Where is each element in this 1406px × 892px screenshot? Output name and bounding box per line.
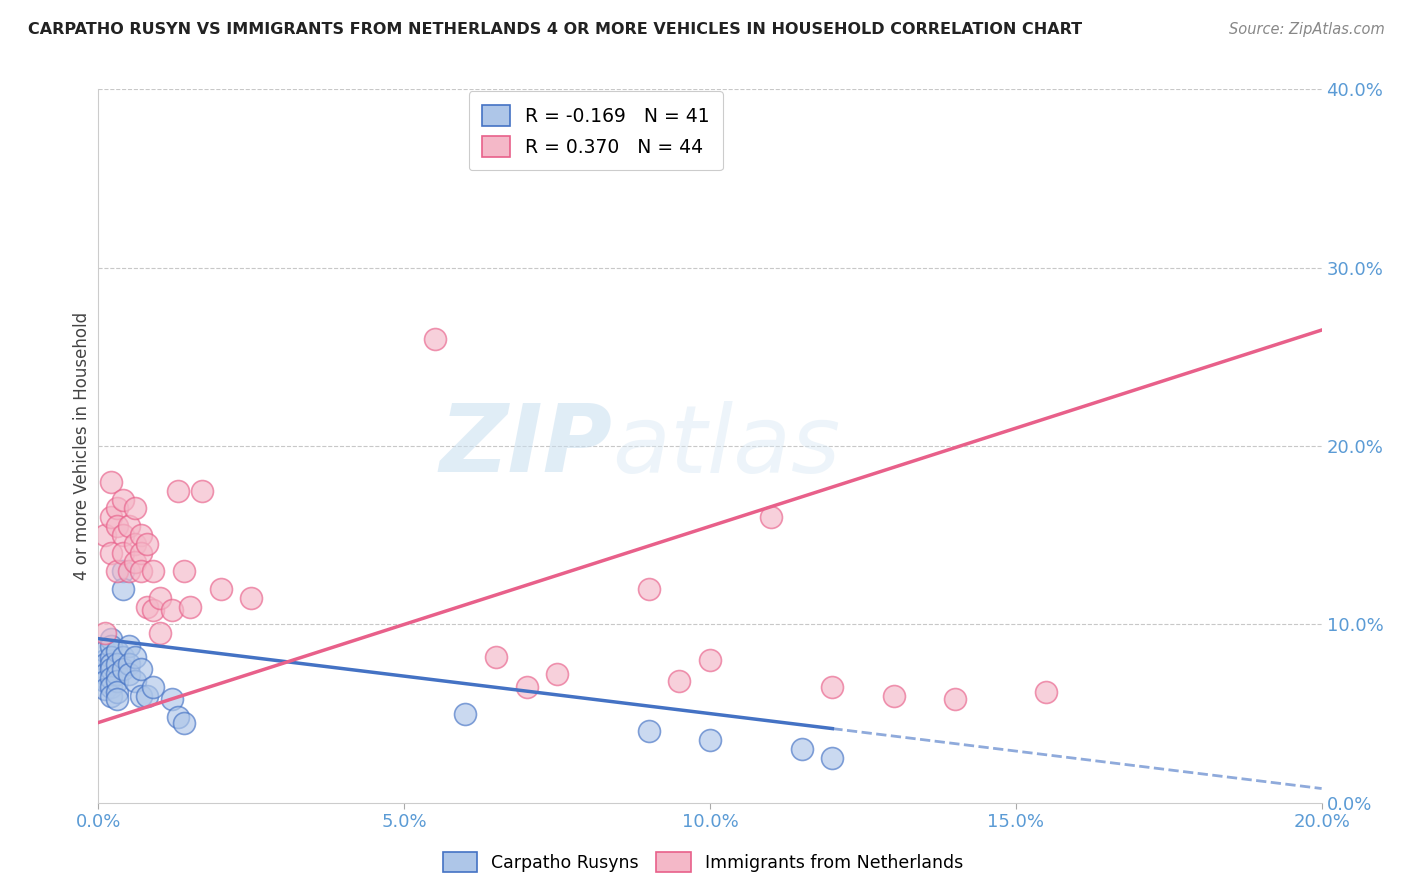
Point (111, 662, 134, 676)
Point (129, 528, 152, 542)
Point (105, 644, 128, 658)
Point (821, 751, 844, 765)
Point (93, 667, 115, 681)
Point (93, 657, 115, 671)
Text: Source: ZipAtlas.com: Source: ZipAtlas.com (1229, 22, 1385, 37)
Text: atlas: atlas (612, 401, 841, 491)
Point (105, 564, 128, 578)
Point (209, 582, 232, 596)
Point (790, 742, 813, 756)
Point (129, 564, 152, 578)
Point (93, 674, 115, 689)
Point (129, 689, 152, 703)
Point (105, 519, 128, 533)
Point (100, 649, 122, 664)
Point (105, 667, 128, 681)
Point (100, 657, 122, 671)
Point (124, 537, 146, 551)
Point (637, 724, 661, 739)
Point (142, 680, 165, 694)
Point (883, 689, 905, 703)
Point (124, 674, 146, 689)
Point (111, 546, 134, 560)
Point (111, 564, 134, 578)
Point (93, 653, 115, 667)
Point (105, 692, 128, 706)
Point (454, 706, 477, 721)
Y-axis label: 4 or more Vehicles in Household: 4 or more Vehicles in Household (73, 312, 91, 580)
Point (93, 681, 115, 696)
Point (191, 483, 214, 498)
Point (93, 644, 115, 658)
Point (546, 667, 568, 681)
Point (118, 519, 141, 533)
Point (142, 603, 165, 617)
Point (136, 537, 159, 551)
Point (100, 639, 122, 653)
Point (485, 649, 508, 664)
Point (136, 689, 159, 703)
Point (699, 653, 721, 667)
Text: CARPATHO RUSYN VS IMMIGRANTS FROM NETHERLANDS 4 OR MORE VEHICLES IN HOUSEHOLD CO: CARPATHO RUSYN VS IMMIGRANTS FROM NETHER… (28, 22, 1083, 37)
Point (93, 626, 115, 640)
Point (118, 657, 141, 671)
Point (167, 483, 190, 498)
Point (637, 582, 661, 596)
Point (100, 680, 122, 694)
Legend: R = -0.169   N = 41, R = 0.370   N = 44: R = -0.169 N = 41, R = 0.370 N = 44 (468, 92, 723, 170)
Point (129, 546, 152, 560)
Point (118, 564, 141, 578)
Point (423, 332, 446, 346)
Point (1035, 685, 1057, 699)
Point (105, 501, 128, 516)
Point (173, 715, 195, 730)
Point (100, 475, 122, 489)
Point (105, 657, 128, 671)
Point (111, 528, 134, 542)
Point (759, 510, 782, 524)
Point (118, 639, 141, 653)
Point (129, 662, 152, 676)
Point (136, 599, 159, 614)
Point (111, 492, 134, 507)
Point (240, 591, 263, 605)
Point (142, 564, 165, 578)
Text: ZIP: ZIP (439, 400, 612, 492)
Legend: Carpatho Rusyns, Immigrants from Netherlands: Carpatho Rusyns, Immigrants from Netherl… (436, 845, 970, 879)
Point (118, 667, 141, 681)
Point (124, 649, 146, 664)
Point (100, 546, 122, 560)
Point (160, 692, 183, 706)
Point (149, 591, 172, 605)
Point (167, 710, 190, 724)
Point (160, 603, 183, 617)
Point (516, 680, 538, 694)
Point (821, 680, 844, 694)
Point (149, 626, 172, 640)
Point (93, 528, 115, 542)
Point (699, 733, 721, 747)
Point (668, 674, 690, 689)
Point (100, 510, 122, 524)
Point (100, 662, 122, 676)
Point (173, 564, 195, 578)
Point (943, 692, 966, 706)
Point (100, 632, 122, 646)
Point (105, 674, 128, 689)
Point (100, 689, 122, 703)
Point (111, 649, 134, 664)
Point (124, 501, 146, 516)
Point (105, 685, 128, 699)
Point (179, 599, 201, 614)
Point (124, 555, 146, 569)
Point (100, 671, 122, 685)
Point (111, 582, 134, 596)
